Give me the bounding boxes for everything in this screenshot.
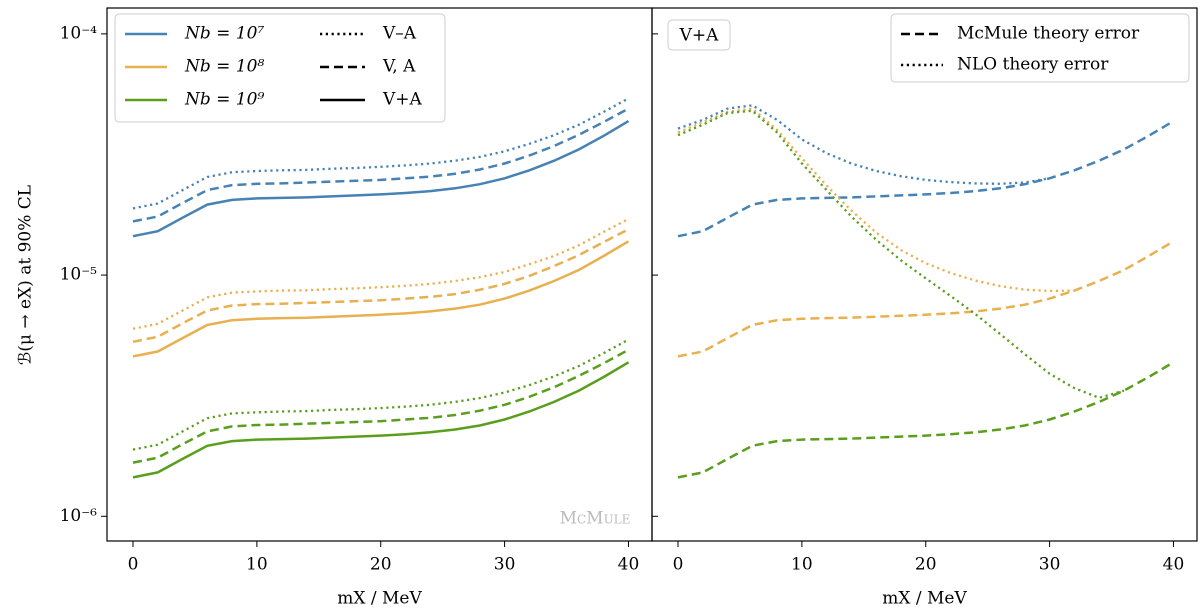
series-line [677,104,1050,185]
x-tick-label: 0 [673,555,684,575]
series-line [132,97,630,210]
legend-label: V–A [382,24,417,44]
series-line [132,120,630,238]
series-line [677,120,1175,238]
legend-label: NLO theory error [957,55,1109,75]
y-tick-label: 10⁻⁵ [60,265,98,285]
x-tick-label: 0 [128,555,139,575]
x-tick-label: 20 [915,555,937,575]
x-tick-label: 30 [1039,555,1061,575]
y-axis-label: ℬ(μ → eX) at 90% CL [16,185,36,365]
legend-label: Nb = 10⁹ [184,90,264,110]
x-tick-label: 40 [1163,555,1185,575]
legend-label: V+A [382,90,423,110]
series-line [132,217,630,330]
series-line [677,107,1075,293]
annotation: V+A [679,26,720,46]
series-line [132,361,630,479]
watermark: McMule [560,509,631,529]
annotation-box [667,19,731,51]
x-tick-label: 10 [246,555,268,575]
series-line [132,338,630,451]
x-tick-label: 40 [618,555,640,575]
legend-label: Nb = 10⁷ [184,24,264,44]
series-line [677,109,1125,400]
y-tick-label: 10⁻⁴ [60,23,98,43]
series-line [677,240,1175,358]
x-tick-label: 30 [494,555,516,575]
plot-frame [651,7,1198,542]
x-axis-label: mX / MeV [337,589,422,609]
y-tick-label: 10⁻⁶ [60,506,98,526]
legend-box [114,13,446,123]
x-axis-label: mX / MeV [882,589,967,609]
series-line [677,361,1175,479]
series-line [132,240,630,358]
legend-box [890,13,1190,83]
legend-label: Nb = 10⁸ [184,57,264,77]
x-tick-label: 20 [370,555,392,575]
series-line [132,107,630,223]
series-line [132,228,630,344]
series-line [132,348,630,464]
legend-label: V, A [382,57,416,77]
legend-label: McMule theory error [957,24,1140,44]
x-tick-label: 10 [791,555,813,575]
